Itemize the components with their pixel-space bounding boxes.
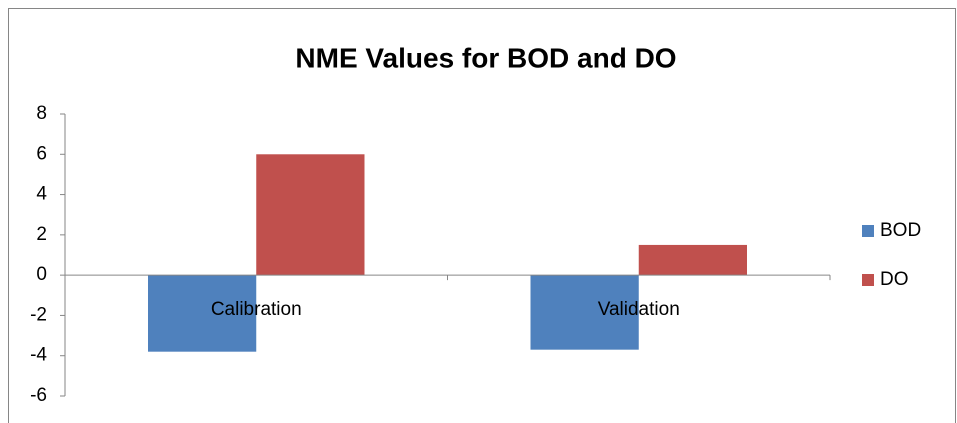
bar: [256, 154, 365, 276]
y-tick-label: -4: [30, 345, 47, 366]
y-tick-label: 8: [36, 103, 47, 124]
bar: [530, 275, 639, 350]
x-tick-label: Validation: [598, 299, 680, 320]
legend-swatch: [862, 274, 874, 286]
y-tick-label: 4: [36, 184, 47, 205]
chart-border: [8, 8, 956, 423]
bar: [638, 244, 747, 276]
chart-title: NME Values for BOD and DO: [295, 42, 676, 73]
legend-swatch: [862, 225, 874, 237]
legend-label: DO: [880, 269, 909, 290]
x-tick-label: Calibration: [211, 299, 302, 320]
y-tick-label: 0: [36, 264, 47, 285]
y-tick-label: -2: [30, 304, 47, 325]
y-tick-label: 2: [36, 224, 47, 245]
bar: [148, 275, 257, 352]
y-tick-label: 6: [36, 143, 47, 164]
y-tick-label: -6: [30, 385, 47, 406]
legend-label: BOD: [880, 220, 921, 241]
